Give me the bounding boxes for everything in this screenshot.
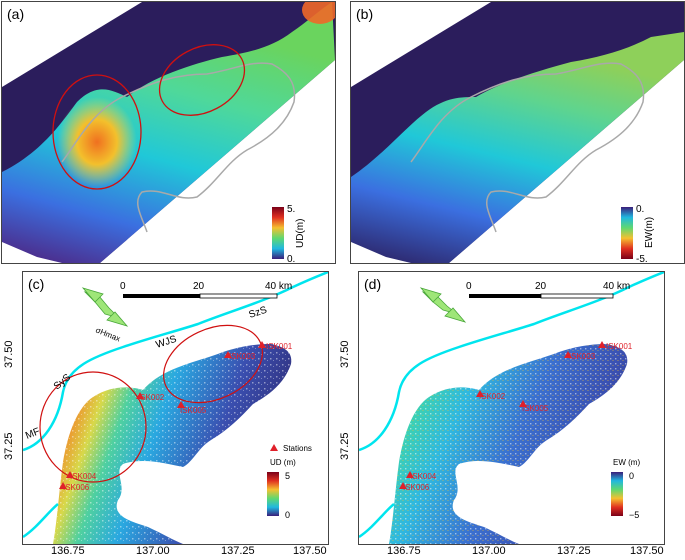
colorbar-b-min: -5.: [636, 254, 648, 263]
lat-tick-c-2: 37.25: [3, 432, 15, 460]
colorbar-c-max: 5: [285, 471, 290, 481]
station-label-d: ISK001: [606, 342, 633, 351]
station-label-d: ISK003: [569, 352, 596, 361]
lon-tick-d-1: 136.75: [387, 545, 421, 557]
uplift-circle-wjs: [163, 324, 263, 404]
lat-tick-d-2: 37.25: [339, 432, 351, 460]
uplift-circle-sys: [39, 371, 147, 483]
stress-arrow-d: [419, 287, 467, 323]
station-label-c: ISK004: [70, 472, 97, 481]
scalebar-black-d: [469, 294, 541, 298]
coast-fault-trace-d: [359, 272, 664, 452]
scalebar-white-d: [540, 293, 614, 299]
lon-tick-c-3: 137.25: [221, 545, 255, 557]
uplift-zone: [2, 2, 335, 263]
station-markers-d: [399, 341, 606, 489]
colorbar-a-min: 0.: [287, 254, 295, 263]
station-label-c: ISK003: [229, 352, 256, 361]
land-speckle-c: [53, 344, 292, 544]
lon-tick-d-3: 137.25: [557, 545, 591, 557]
land-speckle-d: [389, 344, 628, 544]
panel-b-tag: (b): [356, 6, 374, 22]
panel-d-svg: 0 20 40 km ISK001 ISK003 ISK002 ISK005 I…: [359, 272, 664, 544]
scalebar-black-c: [123, 294, 200, 298]
white-corner: [2, 242, 62, 263]
inner-bay-d: [466, 488, 510, 515]
panel-a-tag: (a): [7, 6, 25, 22]
fault-mf-c: MF: [24, 426, 42, 442]
scalebar-40-d: 40 km: [603, 281, 630, 292]
colorbar-d-max: 0: [629, 471, 634, 481]
panel-d-tag: (d): [364, 276, 382, 292]
uplift-corner: [302, 2, 335, 24]
stress-arrow-c: [81, 287, 129, 327]
lon-tick-d-2: 137.00: [472, 545, 506, 557]
uplift-circle-wjs: [158, 44, 246, 116]
colorbar-a-max: 5.: [287, 204, 295, 215]
panel-a-ud-map: 5. 0. UD(m) (a): [1, 1, 336, 264]
fault-trace-south-d: [359, 503, 395, 539]
station-label-d: ISK004: [410, 472, 437, 481]
colorbar-b: [621, 207, 633, 259]
colorbar-d: [611, 472, 623, 516]
uplift-circle-syS: [52, 74, 142, 190]
scalebar-0-d: 0: [466, 281, 472, 292]
colorbar-c-min: 0: [285, 510, 290, 520]
scalebar-20-c: 20: [193, 281, 205, 292]
inner-bay-c: [130, 488, 174, 515]
coastline-a: [61, 62, 296, 233]
fault-trace-south-c: [23, 503, 59, 539]
scalebar-20-d: 20: [535, 281, 547, 292]
coast-fault-trace-c: [23, 272, 328, 452]
colorbar-b-max: 0.: [636, 204, 644, 215]
panel-c-svg: σHmax 0 20 40 km SzS WJS SyS MF ISK001 I…: [23, 272, 328, 544]
legend-station-marker-c: [270, 444, 278, 451]
colorbar-d-min: −5: [629, 510, 639, 520]
panel-b-svg: 0. -5. EW(m): [351, 2, 684, 263]
station-label-d: ISK006: [403, 483, 430, 492]
legend-title-d: EW (m): [613, 458, 640, 467]
scalebar-40-c: 40 km: [265, 281, 292, 292]
lon-tick-c-4: 137.50: [293, 545, 327, 557]
lon-tick-c-1: 136.75: [51, 545, 85, 557]
uplift-peak: [57, 97, 137, 187]
panel-c-tag: (c): [28, 276, 45, 292]
coastline-b: [410, 62, 645, 233]
station-label-d: ISK005: [522, 404, 549, 413]
lat-tick-d-1: 37.50: [339, 340, 351, 368]
legend-title-c: UD (m): [270, 458, 296, 467]
panel-d-observed-ew: 0 20 40 km ISK001 ISK003 ISK002 ISK005 I…: [358, 271, 665, 545]
fault-szs-c: SzS: [248, 305, 269, 321]
lon-tick-d-4: 137.50: [630, 545, 664, 557]
colorbar-a: [272, 207, 284, 259]
white-corner: [351, 242, 411, 263]
colorbar-c: [267, 472, 279, 516]
panel-c-observed-ud: σHmax 0 20 40 km SzS WJS SyS MF ISK001 I…: [22, 271, 329, 545]
panel-a-svg: 5. 0. UD(m): [2, 2, 335, 263]
station-label-c: ISK001: [266, 342, 293, 351]
station-label-d: ISK002: [479, 392, 506, 401]
legend-stations-c: Stations: [283, 444, 312, 453]
panel-b-ew-map: 0. -5. EW(m) (b): [350, 1, 685, 264]
colorbar-a-label: UD(m): [295, 219, 306, 248]
scalebar-0-c: 0: [120, 281, 126, 292]
station-label-c: ISK002: [138, 393, 165, 402]
colorbar-b-label: EW(m): [644, 217, 655, 248]
lon-tick-c-2: 137.00: [136, 545, 170, 557]
lat-tick-c-1: 37.50: [3, 340, 15, 368]
displacement-zone: [351, 32, 684, 263]
station-markers-c: [59, 341, 266, 489]
station-label-c: ISK005: [180, 406, 207, 415]
stress-label-c: σHmax: [94, 326, 121, 344]
station-label-c: ISK006: [63, 483, 90, 492]
scalebar-white-c: [199, 293, 278, 299]
